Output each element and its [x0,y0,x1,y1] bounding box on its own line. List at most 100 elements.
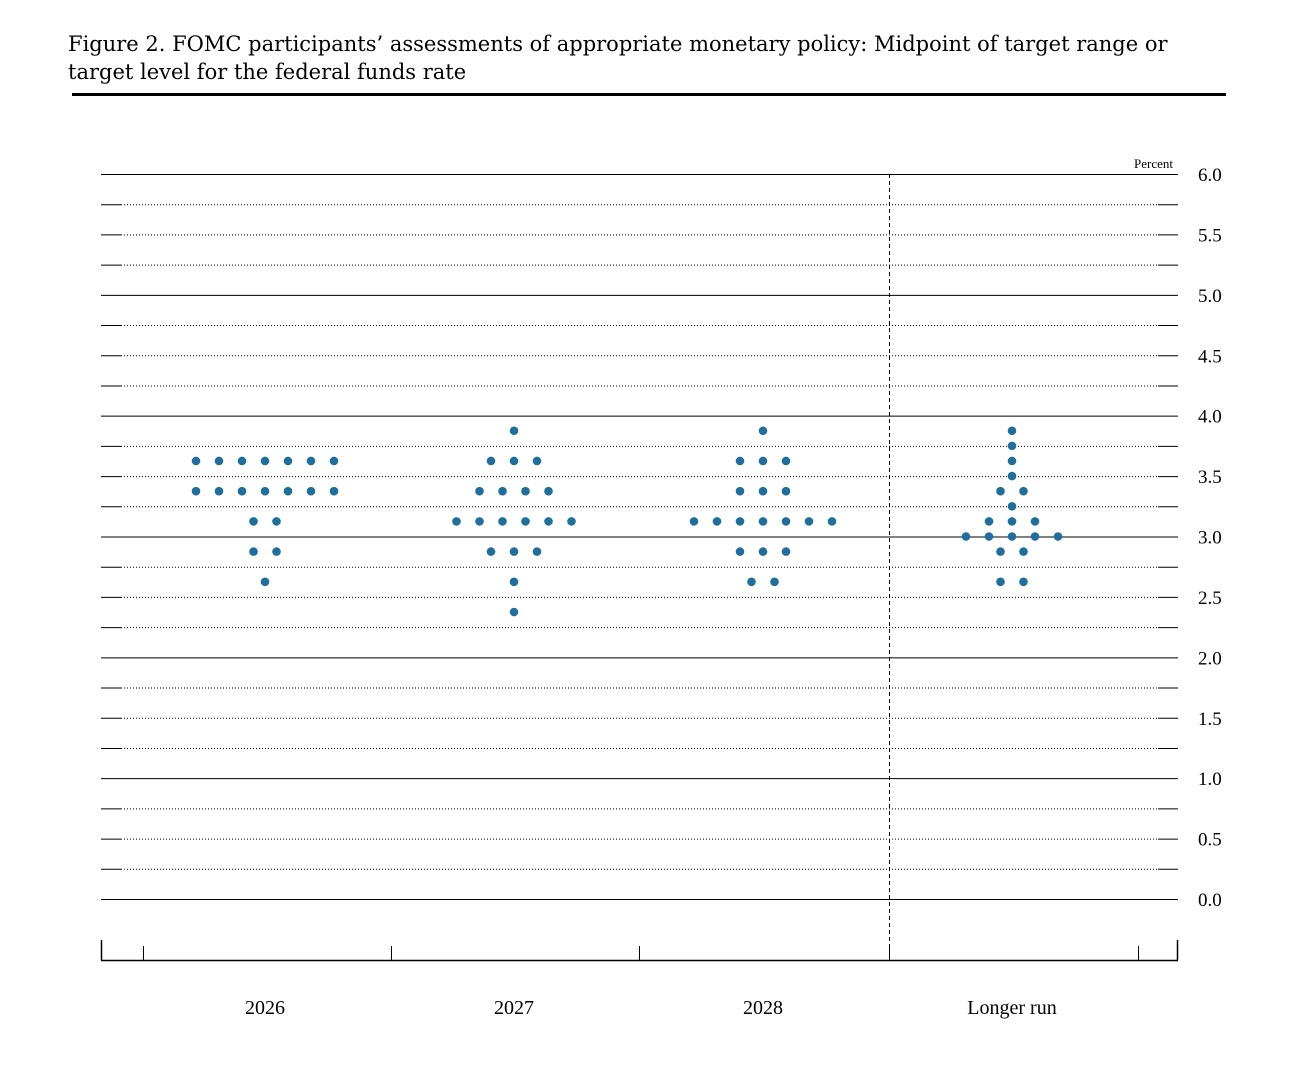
participant-dot [214,456,224,466]
participant-dot [1019,547,1028,556]
participant-dot [237,456,247,466]
participant-dot [758,486,768,496]
participant-dot [249,517,258,526]
participant-dot [996,547,1005,556]
participant-dot [735,456,745,466]
participant-dot [689,517,699,526]
participant-dot [532,547,542,556]
participant-dot [781,517,791,526]
x-category-label: Longer run [967,997,1056,1019]
y-tick-label: 4.5 [1198,346,1222,367]
participant-dot [475,486,484,496]
participant-dot [781,456,791,466]
y-tick-label: 0.0 [1198,890,1222,911]
unit-label: Percent [1134,156,1173,171]
participant-dot [1007,426,1017,436]
axis-layer [100,174,1179,962]
participant-dot [509,577,519,587]
participant-dot [191,486,201,496]
participant-dot [260,486,270,496]
participant-dot [735,547,745,556]
participant-dot [781,547,791,556]
y-tick-label: 0.5 [1198,830,1222,851]
figure-title: Figure 2. FOMC participants’ assessments… [68,32,1168,84]
x-category-label: 2027 [494,997,534,1019]
participant-dot [498,486,507,496]
participant-dot [475,517,484,526]
participant-dot [452,517,461,526]
participant-dot [1007,471,1017,481]
participant-dot [272,517,281,526]
participant-dot [329,456,339,466]
participant-dot [486,456,496,466]
participant-dot [567,517,576,526]
participant-dot [509,456,519,466]
participant-dot [1019,577,1028,587]
grid-layer [101,174,1178,900]
participant-dot [996,486,1005,496]
participant-dot [1007,532,1017,541]
participant-dot [804,517,814,526]
participant-dot [306,456,316,466]
participant-dot [521,517,530,526]
participant-dot [827,517,837,526]
participant-dot [1019,486,1028,496]
y-tick-label: 4.0 [1198,407,1222,428]
x-category-label: 2028 [743,997,783,1019]
participant-dot [237,486,247,496]
participant-dot [1030,532,1040,541]
y-tick-label: 2.5 [1198,588,1222,609]
participant-dot [486,547,496,556]
participant-dot [758,517,768,526]
participant-dot [272,547,281,556]
participant-dot [498,517,507,526]
participant-dot [1007,441,1017,451]
participant-dot [770,577,779,587]
participant-dot [306,486,316,496]
x-category-label: 2026 [245,997,285,1019]
participant-dot [758,456,768,466]
participant-dot [758,426,768,436]
participant-dot [712,517,722,526]
y-tick-label: 5.0 [1198,286,1222,307]
participant-dot [509,607,519,617]
participant-dot [996,577,1005,587]
participant-dot [735,517,745,526]
participant-dot [1007,501,1017,511]
participant-dot [544,486,553,496]
y-tick-label: 1.0 [1198,769,1222,790]
y-tick-label: 3.5 [1198,467,1222,488]
participant-dot [544,517,553,526]
title-rule [72,93,1226,96]
participant-dot [521,486,530,496]
participant-dot [260,456,270,466]
participant-dot [1007,517,1017,526]
participant-dot [984,532,994,541]
participant-dot [214,486,224,496]
participant-dot [260,577,270,587]
participant-dot [747,577,756,587]
participant-dot [1053,532,1063,541]
dot-layer [191,426,1063,617]
participant-dot [735,486,745,496]
y-tick-label: 2.0 [1198,648,1222,669]
participant-dot [532,456,542,466]
participant-dot [249,547,258,556]
participant-dot [283,456,293,466]
label-layer: 0.0 0.5 1.0 1.5 2.0 2.5 3.0 3.5 4.0 4.5 5.0 5.5 6.0 P… [245,156,1222,1019]
participant-dot [191,456,201,466]
participant-dot [509,426,519,436]
y-tick-label: 5.5 [1198,225,1222,246]
participant-dot [1007,456,1017,466]
participant-dot [329,486,339,496]
participant-dot [758,547,768,556]
y-tick-label: 3.0 [1198,528,1222,549]
participant-dot [781,486,791,496]
participant-dot [509,547,519,556]
participant-dot [283,486,293,496]
participant-dot [961,532,971,541]
participant-dot [1030,517,1040,526]
y-tick-label: 1.5 [1198,709,1222,730]
y-tick-label: 6.0 [1198,165,1222,186]
